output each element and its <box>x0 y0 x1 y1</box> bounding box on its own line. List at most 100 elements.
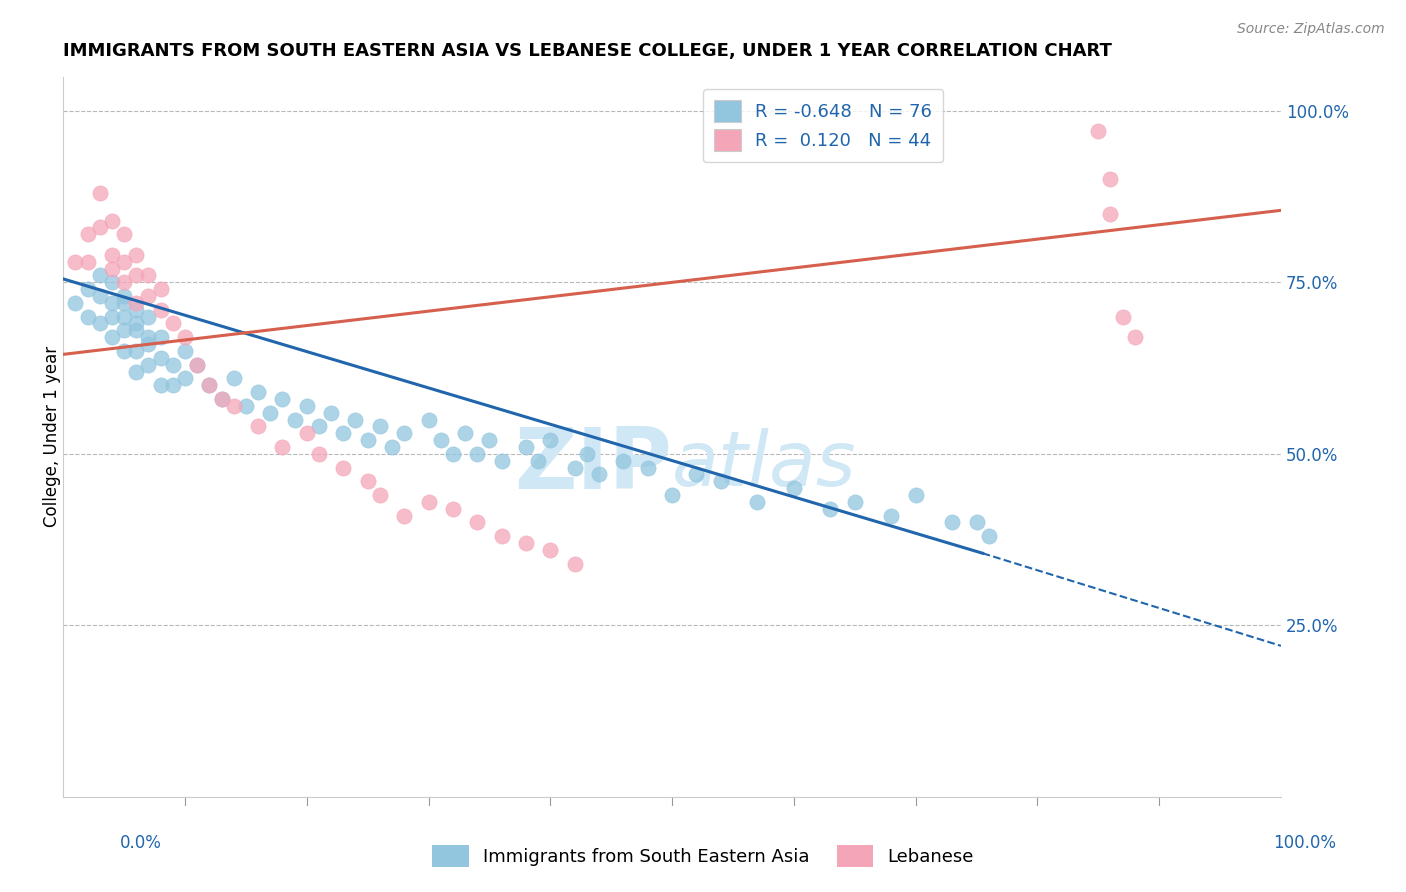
Point <box>783 481 806 495</box>
Point <box>392 508 415 523</box>
Point <box>284 412 307 426</box>
Point <box>76 254 98 268</box>
Point <box>101 310 124 324</box>
Point <box>162 378 184 392</box>
Point <box>418 495 440 509</box>
Point <box>76 310 98 324</box>
Point <box>186 358 208 372</box>
Text: IMMIGRANTS FROM SOUTH EASTERN ASIA VS LEBANESE COLLEGE, UNDER 1 YEAR CORRELATION: IMMIGRANTS FROM SOUTH EASTERN ASIA VS LE… <box>63 42 1112 60</box>
Point <box>65 296 87 310</box>
Point <box>844 495 866 509</box>
Point <box>465 516 488 530</box>
Point <box>575 447 598 461</box>
Point <box>89 289 111 303</box>
Point <box>271 440 294 454</box>
Point <box>222 371 245 385</box>
Point <box>710 475 733 489</box>
Point <box>685 467 707 482</box>
Point <box>112 343 135 358</box>
Point <box>149 351 172 365</box>
Point <box>222 399 245 413</box>
Point <box>235 399 257 413</box>
Point <box>125 268 148 283</box>
Point <box>211 392 233 406</box>
Point <box>538 542 561 557</box>
Point <box>308 419 330 434</box>
Point <box>162 317 184 331</box>
Point <box>418 412 440 426</box>
Point <box>101 330 124 344</box>
Y-axis label: College, Under 1 year: College, Under 1 year <box>44 346 60 527</box>
Point <box>271 392 294 406</box>
Point <box>125 317 148 331</box>
Point <box>661 488 683 502</box>
Text: ZIP: ZIP <box>515 424 672 507</box>
Point <box>101 296 124 310</box>
Point <box>356 433 378 447</box>
Text: 0.0%: 0.0% <box>120 834 162 852</box>
Point <box>101 276 124 290</box>
Point <box>465 447 488 461</box>
Point <box>392 426 415 441</box>
Point <box>612 453 634 467</box>
Point <box>125 323 148 337</box>
Point <box>112 323 135 337</box>
Point <box>76 227 98 242</box>
Point <box>321 406 343 420</box>
Point <box>637 460 659 475</box>
Point <box>162 358 184 372</box>
Point <box>368 488 391 502</box>
Point <box>880 508 903 523</box>
Legend: R = -0.648   N = 76, R =  0.120   N = 44: R = -0.648 N = 76, R = 0.120 N = 44 <box>703 89 943 162</box>
Point <box>491 453 513 467</box>
Point <box>295 426 318 441</box>
Point <box>138 310 160 324</box>
Point <box>564 557 586 571</box>
Point <box>491 529 513 543</box>
Point <box>125 343 148 358</box>
Point <box>247 419 270 434</box>
Point <box>125 248 148 262</box>
Point <box>138 358 160 372</box>
Point <box>112 289 135 303</box>
Point <box>966 516 988 530</box>
Point <box>174 330 197 344</box>
Point <box>89 317 111 331</box>
Point <box>941 516 963 530</box>
Text: atlas: atlas <box>672 428 856 502</box>
Point <box>1087 124 1109 138</box>
Point <box>89 186 111 201</box>
Legend: Immigrants from South Eastern Asia, Lebanese: Immigrants from South Eastern Asia, Leba… <box>425 838 981 874</box>
Point <box>138 330 160 344</box>
Point <box>125 302 148 317</box>
Point <box>478 433 501 447</box>
Point <box>149 302 172 317</box>
Text: Source: ZipAtlas.com: Source: ZipAtlas.com <box>1237 22 1385 37</box>
Point <box>344 412 367 426</box>
Point <box>1123 330 1146 344</box>
Point <box>198 378 221 392</box>
Point <box>149 330 172 344</box>
Point <box>368 419 391 434</box>
Point <box>429 433 451 447</box>
Point <box>538 433 561 447</box>
Point <box>112 310 135 324</box>
Point <box>820 501 842 516</box>
Point <box>527 453 550 467</box>
Point <box>1111 310 1133 324</box>
Point <box>112 296 135 310</box>
Point <box>588 467 610 482</box>
Point <box>564 460 586 475</box>
Point <box>332 460 354 475</box>
Text: 100.0%: 100.0% <box>1272 834 1336 852</box>
Point <box>356 475 378 489</box>
Point <box>454 426 477 441</box>
Point <box>441 501 464 516</box>
Point <box>101 213 124 227</box>
Point <box>112 254 135 268</box>
Point <box>515 536 537 550</box>
Point <box>125 296 148 310</box>
Point <box>138 268 160 283</box>
Point <box>125 364 148 378</box>
Point <box>332 426 354 441</box>
